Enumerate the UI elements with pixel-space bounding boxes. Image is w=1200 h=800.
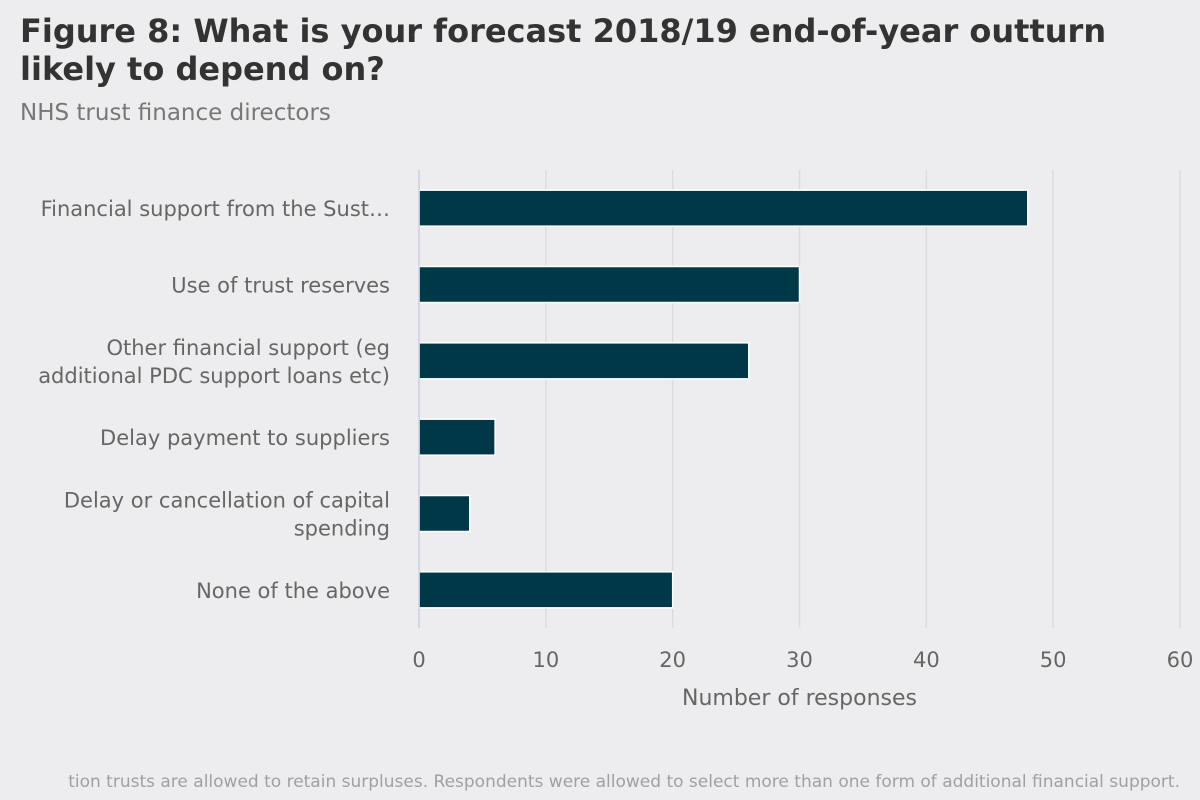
bar <box>418 265 801 304</box>
x-tick-label: 60 <box>1167 648 1194 672</box>
bar <box>418 189 1029 227</box>
chart-subtitle: NHS trust finance directors <box>20 100 331 126</box>
bar <box>418 418 496 456</box>
bar <box>418 342 750 380</box>
footnote: tion trusts are allowed to retain surplu… <box>68 772 1180 792</box>
x-tick-label: 20 <box>659 648 686 672</box>
category-label: Financial support from the Sust… <box>41 197 390 221</box>
x-tick-label: 40 <box>913 648 940 672</box>
x-axis-title: Number of responses <box>682 686 917 711</box>
category-label: additional PDC support loans etc) <box>38 364 390 388</box>
category-label: Use of trust reserves <box>171 274 390 298</box>
x-tick-label: 50 <box>1040 648 1067 672</box>
category-label: None of the above <box>196 579 390 603</box>
category-label: Delay or cancellation of capital <box>64 489 390 513</box>
bar <box>418 571 674 609</box>
category-label: spending <box>294 517 390 541</box>
x-tick-label: 0 <box>412 648 425 672</box>
x-tick-label: 10 <box>532 648 559 672</box>
bar <box>418 494 471 533</box>
x-tick-label: 30 <box>786 648 813 672</box>
category-label: Delay payment to suppliers <box>100 426 390 450</box>
chart-title: Figure 8: What is your forecast 2018/19 … <box>20 12 1107 88</box>
category-label: Other financial support (eg <box>106 336 390 360</box>
